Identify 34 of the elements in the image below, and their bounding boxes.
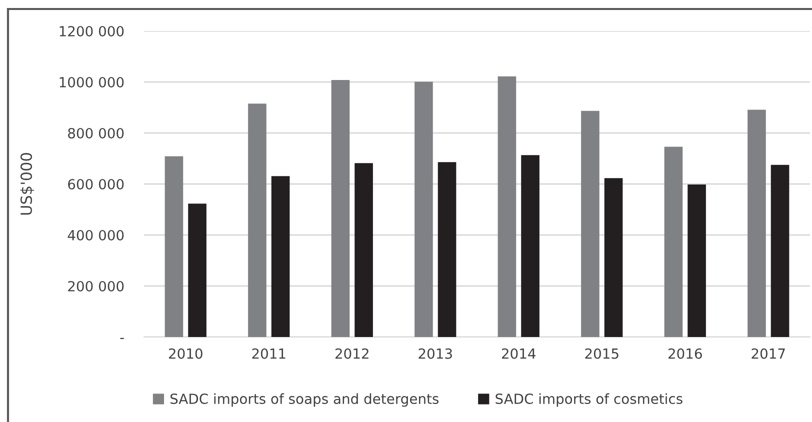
bar xyxy=(748,110,766,337)
y-tick-label: 1200 000 xyxy=(60,26,124,36)
bar xyxy=(188,204,206,337)
y-axis-title: US$'000 xyxy=(20,153,34,215)
y-tick-label: 800 000 xyxy=(68,128,124,138)
bar xyxy=(331,80,350,337)
bar xyxy=(414,82,433,337)
bar xyxy=(438,162,456,337)
bar xyxy=(604,178,623,337)
y-tick-label: 200 000 xyxy=(68,280,124,292)
bar xyxy=(354,163,373,337)
bar xyxy=(770,164,790,337)
y-tick-label: - xyxy=(120,338,124,340)
x-tick-label: 2013 xyxy=(418,348,452,359)
bar xyxy=(248,104,266,337)
x-tick-label: 2012 xyxy=(335,348,368,359)
x-tick-label: 2016 xyxy=(668,348,702,359)
y-tick-label: 400 000 xyxy=(68,230,124,240)
bar xyxy=(498,76,516,337)
bar xyxy=(164,156,184,337)
y-tick-label: 600 000 xyxy=(68,178,124,190)
x-tick-label: 2017 xyxy=(752,348,785,359)
bar xyxy=(688,184,706,337)
x-tick-label: 2010 xyxy=(168,348,202,359)
bar xyxy=(271,176,290,337)
x-tick-label: 2014 xyxy=(502,348,536,359)
legend-label: SADC imports of soaps and detergents xyxy=(170,393,439,407)
legend-label: SADC imports of cosmetics xyxy=(496,393,682,407)
bar xyxy=(664,146,683,337)
bar xyxy=(581,110,600,337)
bar xyxy=(521,155,540,337)
x-tick-label: 2011 xyxy=(252,348,286,359)
x-tick-label: 2015 xyxy=(585,348,618,359)
y-tick-label: 1000 000 xyxy=(60,76,124,88)
